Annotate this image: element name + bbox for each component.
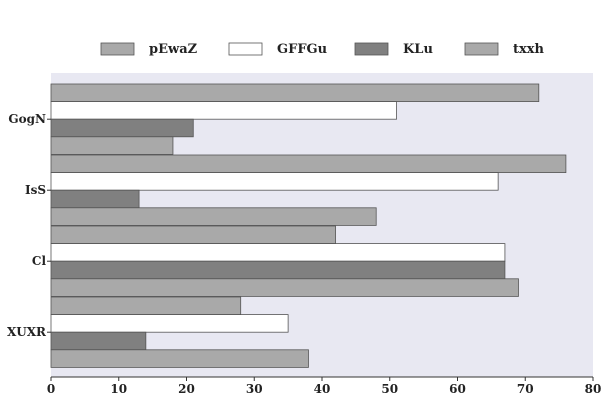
bar-txxh-IsS [50,207,377,226]
y-category-label: GogN [8,112,46,126]
bar-txxh-GogN [50,136,174,155]
bar-KLu-GogN [50,118,194,138]
bar-txxh-Cl [50,278,519,297]
legend-swatch-KLu [354,42,389,56]
x-tick-label: 10 [110,382,127,396]
bar-KLu-Cl [50,260,506,280]
x-tick-label: 80 [585,382,602,396]
x-tick-label: 60 [449,382,466,396]
bar-txxh-XUXR [50,349,309,368]
bar-GFFGu-XUXR [50,314,289,333]
bar-GFFGu-Cl [50,243,506,262]
legend-label-KLu: KLu [403,42,433,57]
y-category-label: IsS [25,183,46,197]
x-tick-label: 0 [47,382,55,396]
legend: pEwaZ GFFGu KLu txxh [100,42,545,57]
legend-swatch-txxh [464,42,499,56]
x-tick-label: 20 [178,382,195,396]
bar-KLu-IsS [50,189,140,209]
bar-GFFGu-GogN [50,101,397,120]
x-tick-label: 50 [381,382,398,396]
y-axis-categories: GogN IsS Cl XUXR [7,112,51,339]
bar-pEwaZ-IsS [50,154,567,174]
bar-pEwaZ-GogN [50,83,540,103]
bars-group [50,83,567,368]
y-category-label: XUXR [7,325,47,339]
x-axis: 0 10 20 30 40 50 60 70 80 [47,376,602,396]
bar-GFFGu-IsS [50,172,499,191]
legend-label-GFFGu: GFFGu [277,42,327,57]
legend-swatch-pEwaZ [100,42,135,56]
x-tick-label: 40 [314,382,331,396]
legend-label-pEwaZ: pEwaZ [149,42,198,57]
legend-swatch-GFFGu [228,42,263,56]
bar-pEwaZ-XUXR [50,296,242,316]
x-tick-label: 70 [517,382,534,396]
legend-label-txxh: txxh [513,42,545,57]
y-category-label: Cl [32,254,47,268]
bar-pEwaZ-Cl [50,225,336,245]
x-tick-label: 30 [246,382,263,396]
bar-KLu-XUXR [50,331,147,351]
